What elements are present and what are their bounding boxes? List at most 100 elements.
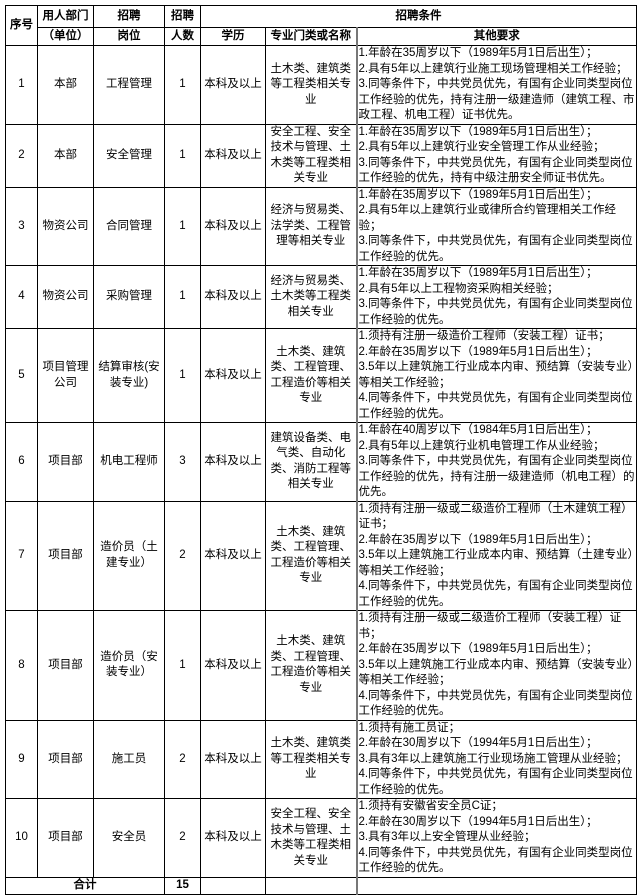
requirement-item: 3.5年以上建筑施工行业成本内审、预结算（安装专业）等相关工作经验； (358, 361, 634, 389)
row-post: 机电工程师 (93, 422, 165, 502)
row-major: 土木类、建筑类、工程管理、工程造价等相关专业 (265, 500, 357, 611)
requirement-item: 2.年龄在30周岁以下（1994年5月1日后出生）； (358, 737, 598, 749)
requirement-item: 2.具有5年以上建筑行业或律所合约管理相关工作经验； (358, 204, 616, 232)
row-post: 造价员（安装专业） (93, 610, 165, 721)
table-row: 3 物资公司 合同管理 1 本科及以上 经济与贸易类、法学类、工程管理等相关专业 1.年龄在… (5, 186, 637, 266)
row-count: 2 (164, 500, 201, 611)
row-seq: 7 (5, 500, 38, 611)
table-row: 4 物资公司 采购管理 1 本科及以上 经济与贸易类、土木类等工程类相关专业 1.年龄在35… (5, 265, 637, 329)
requirement-item: 4.同等条件下，中共党员优先，有国有企业同类型岗位工作经验的优先。 (358, 846, 633, 875)
row-major: 土木类、建筑类等工程类相关专业 (265, 719, 357, 799)
row-seq: 5 (5, 328, 38, 423)
row-count: 1 (164, 186, 201, 266)
row-dept: 物资公司 (37, 265, 94, 329)
row-post: 施工员 (93, 719, 165, 799)
header-count-line2: 人数 (164, 27, 201, 46)
row-dept: 本部 (37, 45, 94, 125)
row-major: 土木类、建筑类、工程管理、工程造价等相关专业 (265, 610, 357, 721)
requirement-item: 1.须持有注册一级造价工程师（安装工程）证书； (358, 330, 610, 342)
row-dept: 项目部 (37, 422, 94, 502)
row-count: 2 (164, 719, 201, 799)
row-requirements: 1.须持有注册一级或二级造价工程师（土木建筑工程）证书； 2.年龄在35周岁以下（… (355, 500, 637, 611)
requirement-item: 1.年龄在35周岁以下（1989年5月1日后出生）； (358, 125, 598, 138)
row-education: 本科及以上 (200, 500, 266, 611)
recruitment-table: 序号 用人部门 招聘 招聘 招聘条件 （单位） 岗位 人数 学历 专业门类或名称… (5, 5, 637, 895)
row-education: 本科及以上 (200, 719, 266, 799)
requirement-item: 2.具有5年以上建筑行业机电管理工作从业经验； (358, 439, 605, 452)
header-count-line1: 招聘 (164, 5, 201, 28)
row-count: 1 (164, 328, 201, 423)
header-post-line2: 岗位 (93, 27, 165, 46)
requirement-item: 4.同等条件下，中共党员优先，有国有企业同类型岗位工作经验的优先。 (358, 768, 633, 796)
row-requirements: 1.须持有注册一级造价工程师（安装工程）证书； 2.年龄在35周岁以下（1989年… (355, 328, 637, 423)
requirement-item: 3.5年以上建筑施工行业成本内审、预结算（安装专业）等相关工作经验； (358, 658, 634, 687)
requirement-item: 3.同等条件下，中共党员优先，有国有企业同类型岗位工作经验的优先，持有注册一级建… (358, 455, 635, 498)
header-major: 专业门类或名称 (265, 27, 357, 46)
row-dept: 物资公司 (37, 186, 94, 266)
row-post: 造价员（土建专业） (93, 500, 165, 611)
header-education: 学历 (200, 27, 266, 46)
row-post: 安全管理 (93, 123, 165, 188)
row-dept: 项目部 (37, 719, 94, 799)
requirement-item: 1.须持有施工员证； (358, 721, 461, 734)
table-row: 6 项目部 机电工程师 3 本科及以上 建筑设备类、电气类、自动化类、消防工程等相关专业 1… (5, 422, 637, 502)
header-post-line1: 招聘 (93, 5, 165, 28)
row-education: 本科及以上 (200, 422, 266, 502)
row-education: 本科及以上 (200, 45, 266, 125)
table-row: 10 项目部 安全员 2 本科及以上 安全工程、安全技术与管理、土木类等工程类相关专业 1.… (5, 798, 637, 878)
requirement-item: 3.同等条件下，中共党员优先，有国有企业同类型岗位工作经验的优先。 (358, 298, 633, 326)
requirement-item: 1.年龄在35周岁以下（1989年5月1日后出生）； (358, 267, 598, 279)
row-major: 土木类、建筑类、工程管理、工程造价等相关专业 (265, 328, 357, 423)
requirement-item: 1.须持有注册一级或二级造价工程师（安装工程）证书； (358, 612, 622, 640)
requirement-item: 3.5年以上建筑施工行业成本内审、预结算（土建专业）等相关工作经验； (358, 549, 634, 577)
requirement-item: 1.年龄在40周岁以下（1984年5月1日后出生）； (358, 424, 598, 436)
row-education: 本科及以上 (200, 328, 266, 423)
total-blank (200, 877, 266, 895)
requirement-item: 1.须持有注册一级或二级造价工程师（土木建筑工程）证书； (358, 502, 633, 531)
row-seq: 1 (5, 45, 38, 125)
header-conditions: 招聘条件 (200, 5, 637, 28)
row-dept: 项目部 (37, 798, 94, 878)
requirement-item: 3.同等条件下，中共党员优先，有国有企业同类型岗位工作经验的优先，持有中级注册安… (358, 156, 633, 185)
table-row: 2 本部 安全管理 1 本科及以上 安全工程、安全技术与管理、土木类等工程类相关专业 1.年… (5, 123, 637, 188)
row-seq: 9 (5, 719, 38, 799)
row-post: 安全员 (93, 798, 165, 878)
row-count: 1 (164, 265, 201, 329)
requirement-item: 2.具有5年以上建筑行业施工现场管理相关工作经验； (358, 62, 628, 75)
total-row: 合计 15 (5, 877, 637, 895)
row-requirements: 1.年龄在35周岁以下（1989年5月1日后出生）； 2.具有5年以上建筑行业安全… (355, 123, 637, 188)
total-blank (355, 877, 637, 895)
row-requirements: 1.须持有施工员证； 2.年龄在30周岁以下（1994年5月1日后出生）； 3.具有… (355, 719, 637, 799)
requirement-item: 2.具有5年以上工程物资采购相关经验； (358, 282, 559, 295)
row-post: 采购管理 (93, 265, 165, 329)
requirement-item: 3.具有3年以上安全管理从业经验； (358, 831, 536, 844)
row-requirements: 1.年龄在35周岁以下（1989年5月1日后出生）； 2.具有5年以上建筑行业施工… (355, 45, 637, 125)
row-count: 2 (164, 798, 201, 878)
row-major: 建筑设备类、电气类、自动化类、消防工程等相关专业 (265, 422, 357, 502)
table-row: 8 项目部 造价员（安装专业） 1 本科及以上 土木类、建筑类、工程管理、工程造价等相关专… (5, 610, 637, 721)
requirement-item: 4.同等条件下，中共党员优先，有国有企业同类型岗位工作经验的优先。 (358, 580, 633, 608)
header-other: 其他要求 (355, 27, 637, 46)
requirement-item: 3.同等条件下，中共党员优先，有国有企业同类型岗位工作经验的优先。 (358, 235, 633, 263)
row-education: 本科及以上 (200, 610, 266, 721)
row-seq: 8 (5, 610, 38, 721)
row-dept: 本部 (37, 123, 94, 188)
requirement-item: 2.具有5年以上建筑行业安全管理工作从业经验； (358, 141, 605, 153)
total-label: 合计 (5, 877, 165, 895)
row-dept: 项目部 (37, 500, 94, 611)
requirement-item: 4.同等条件下，中共党员优先，有国有企业同类型岗位工作经验的优先。 (358, 689, 633, 718)
requirement-item: 2.年龄在30周岁以下（1994年5月1日后出生）； (358, 815, 598, 828)
requirement-item: 3.同等条件下，中共党员优先，有国有企业同类型岗位工作经验的优先，持有注册一级建… (358, 78, 635, 121)
row-seq: 4 (5, 265, 38, 329)
row-major: 安全工程、安全技术与管理、土木类等工程类相关专业 (265, 798, 357, 878)
requirement-item: 4.同等条件下，中共党员优先，有国有企业同类型岗位工作经验的优先。 (358, 392, 633, 420)
row-major: 安全工程、安全技术与管理、土木类等工程类相关专业 (265, 123, 357, 188)
row-count: 1 (164, 45, 201, 125)
table-row: 7 项目部 造价员（土建专业） 2 本科及以上 土木类、建筑类、工程管理、工程造价等相关专… (5, 500, 637, 611)
row-education: 本科及以上 (200, 186, 266, 266)
row-seq: 6 (5, 422, 38, 502)
row-seq: 10 (5, 798, 38, 878)
requirement-item: 1.年龄在35周岁以下（1989年5月1日后出生）； (358, 47, 598, 59)
row-post: 结算审核(安装专业) (93, 328, 165, 423)
row-education: 本科及以上 (200, 798, 266, 878)
